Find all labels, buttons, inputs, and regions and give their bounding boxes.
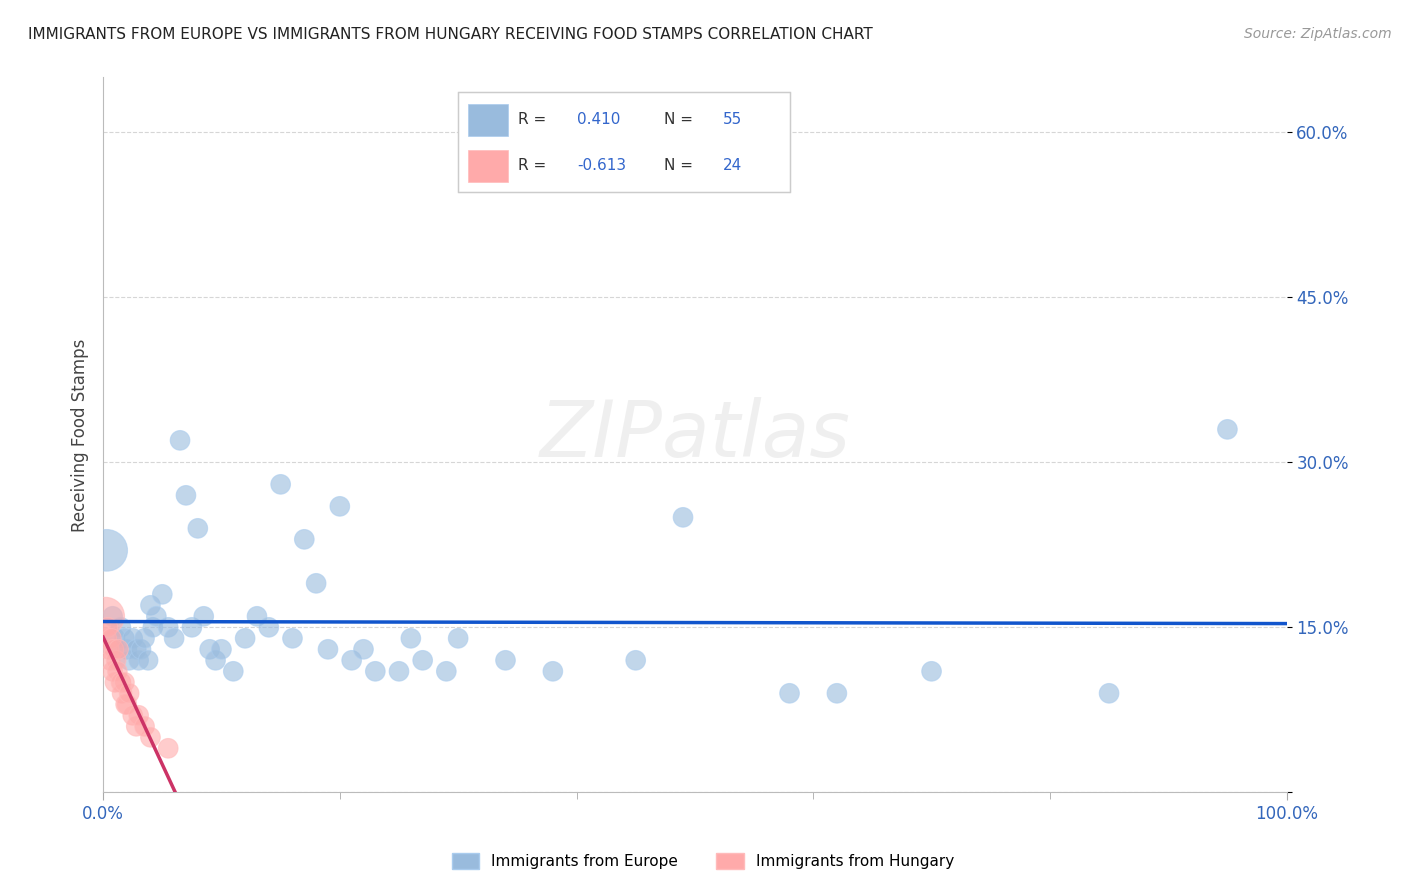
Point [447, 632, 470, 646]
Point [541, 665, 564, 679]
Point [364, 665, 387, 679]
Point [211, 642, 233, 657]
Point [157, 741, 180, 756]
Point [105, 653, 128, 667]
Point [98, 642, 121, 657]
Point [270, 477, 292, 491]
Point [103, 642, 125, 657]
Point [121, 708, 143, 723]
Point [399, 632, 422, 646]
Point [257, 620, 280, 634]
Point [434, 665, 457, 679]
Point [114, 698, 136, 712]
Point [128, 653, 150, 667]
Point [114, 675, 136, 690]
Point [157, 620, 180, 634]
Point [921, 665, 943, 679]
Point [136, 653, 159, 667]
Point [105, 642, 128, 657]
Point [118, 653, 141, 667]
Point [233, 632, 256, 646]
Point [495, 653, 517, 667]
Point [110, 675, 132, 690]
Point [125, 642, 148, 657]
Point [672, 510, 695, 524]
Point [134, 632, 156, 646]
Point [128, 708, 150, 723]
Point [115, 642, 138, 657]
Point [388, 665, 411, 679]
Text: IMMIGRANTS FROM EUROPE VS IMMIGRANTS FROM HUNGARY RECEIVING FOOD STAMPS CORRELAT: IMMIGRANTS FROM EUROPE VS IMMIGRANTS FRO… [28, 27, 873, 42]
Point [163, 632, 186, 646]
Point [174, 488, 197, 502]
Point [340, 653, 363, 667]
Point [1098, 686, 1121, 700]
Point [107, 642, 129, 657]
Point [105, 665, 128, 679]
Point [305, 576, 328, 591]
Point [100, 632, 122, 646]
Point [139, 599, 162, 613]
Point [118, 686, 141, 700]
Point [115, 698, 138, 712]
Text: ZIPatlas: ZIPatlas [540, 397, 851, 473]
Point [180, 620, 202, 634]
Point [1216, 422, 1239, 436]
Point [101, 665, 124, 679]
Legend: Immigrants from Europe, Immigrants from Hungary: Immigrants from Europe, Immigrants from … [446, 847, 960, 875]
Point [825, 686, 848, 700]
Point [281, 632, 304, 646]
Point [412, 653, 434, 667]
Text: Source: ZipAtlas.com: Source: ZipAtlas.com [1244, 27, 1392, 41]
Point [139, 731, 162, 745]
Point [150, 587, 173, 601]
Point [110, 620, 132, 634]
Point [111, 686, 134, 700]
Point [98, 653, 121, 667]
Point [292, 533, 315, 547]
Point [142, 620, 165, 634]
Point [96, 632, 118, 646]
Point [193, 609, 215, 624]
Point [316, 642, 339, 657]
Y-axis label: Receiving Food Stamps: Receiving Food Stamps [72, 338, 89, 532]
Point [114, 632, 136, 646]
Point [145, 609, 167, 624]
Point [94, 609, 117, 624]
Point [198, 642, 221, 657]
Point [222, 665, 245, 679]
Point [329, 500, 352, 514]
Point [96, 543, 118, 558]
Point [104, 675, 127, 690]
Point [187, 521, 209, 535]
Point [353, 642, 375, 657]
Point [104, 632, 127, 646]
Point [204, 653, 226, 667]
Point [169, 434, 191, 448]
Point [121, 632, 143, 646]
Point [246, 609, 269, 624]
Point [624, 653, 647, 667]
Point [125, 719, 148, 733]
Point [779, 686, 801, 700]
Point [134, 719, 156, 733]
Point [129, 642, 152, 657]
Point [101, 609, 124, 624]
Point [97, 620, 120, 634]
